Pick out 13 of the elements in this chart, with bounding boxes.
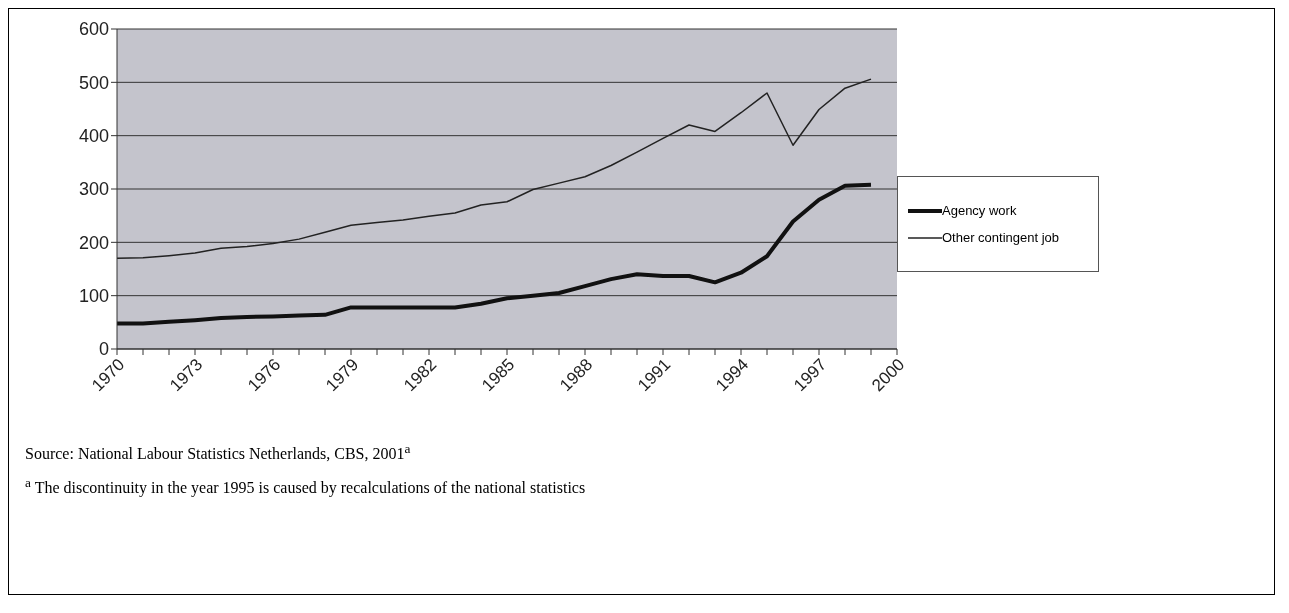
y-tick-label: 0 — [98, 339, 109, 360]
source-note: Source: National Labour Statistics Netherlands, CBS, 2001$^{a}$ — [25, 441, 412, 464]
line-series — [115, 182, 873, 326]
y-tick-label: 300 — [78, 179, 109, 200]
y-tick-label: 100 — [78, 286, 109, 307]
y-tick-label: 400 — [78, 126, 109, 147]
y-tick-label: 600 — [78, 19, 109, 40]
legend-label: Agency work — [942, 203, 1017, 218]
y-tick-label: 500 — [78, 72, 109, 93]
y-tick-label: 200 — [78, 232, 109, 253]
text: $^{a}$ The discontinuity in the year 1995 is caused by recalculations of the national statistics — [25, 475, 586, 498]
legend-label: Other contingent job — [942, 230, 1060, 245]
line-series — [116, 78, 872, 260]
